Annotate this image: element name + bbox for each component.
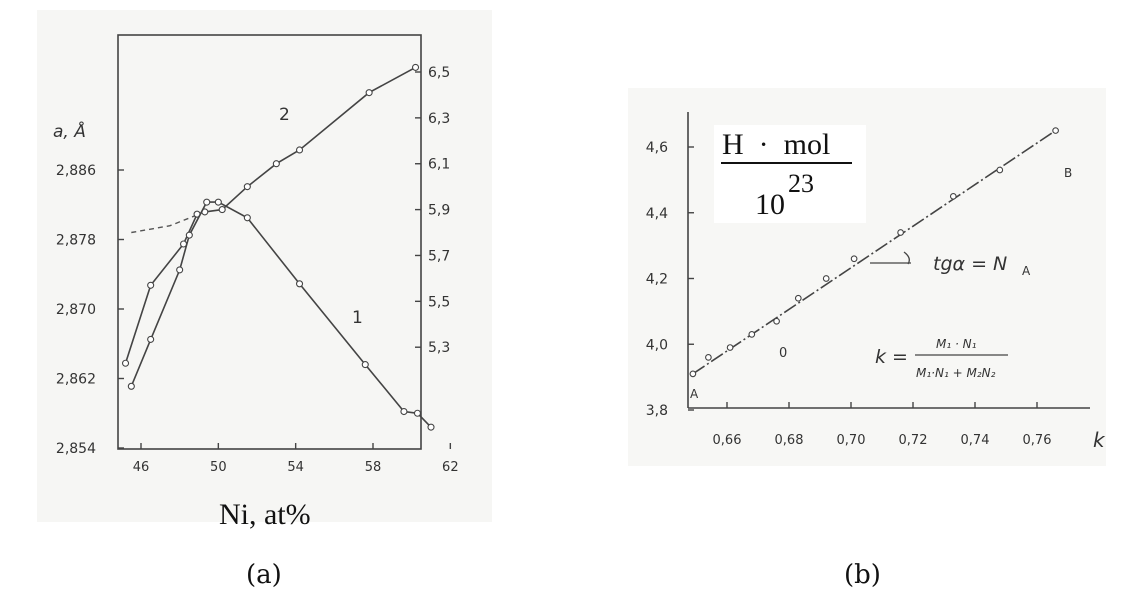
chart-b-kdef-lhs: k = — [875, 346, 908, 368]
chart-a-series-1-point — [127, 382, 135, 390]
chart-b-point-a-label: A — [690, 387, 699, 401]
chart-b-point — [949, 192, 957, 200]
chart-b-xtick-label: 0,76 — [1023, 433, 1052, 448]
chart-a-ytick-right-label: 6,5 — [428, 65, 450, 81]
panel-a-background — [37, 10, 492, 522]
chart-a-xtick-label: 50 — [210, 460, 227, 475]
chart-a-series-1-label: 1 — [352, 308, 363, 328]
chart-a-series-1-point — [203, 198, 211, 206]
chart-a-series-2-point — [121, 359, 130, 367]
chart-b-point — [822, 275, 830, 282]
chart-a-series-1-point — [176, 266, 184, 274]
chart-a-series-2-point — [218, 206, 226, 214]
chart-a-series-1-point — [185, 231, 193, 239]
chart-a-ytick-left-label: 2,886 — [56, 163, 96, 179]
chart-b-xtick-label: 0,72 — [899, 433, 928, 448]
chart-a-series-2-point — [272, 160, 280, 168]
formula-denominator-base: 10 — [755, 188, 785, 221]
caption-b: (b) — [844, 560, 881, 590]
chart-b-xlabel: k — [1093, 428, 1106, 452]
chart-a-series-2-label: 2 — [279, 105, 290, 125]
chart-a-series-2-point — [243, 183, 251, 191]
chart-a-series-1-point — [427, 423, 435, 431]
chart-a-ytick-right-label: 6,3 — [428, 111, 450, 127]
chart-a-series-2-point — [365, 89, 373, 97]
chart-a-series-1-point — [147, 335, 155, 343]
chart-b-point-b-label: B — [1064, 166, 1072, 180]
chart-b-ytick-label: 4,4 — [646, 206, 668, 222]
chart-a-ytick-left-label: 2,878 — [56, 233, 96, 249]
chart-b-kdef-denominator: M₁·N₁ + M₂N₂ — [916, 366, 996, 380]
chart-b-xtick-label: 0,66 — [713, 433, 742, 448]
chart-b-kdef-numerator: M₁ · N₁ — [936, 337, 977, 351]
chart-a-ytick-right-label: 5,7 — [428, 248, 450, 264]
chart-b-point — [689, 370, 697, 378]
chart-b-angle-arc — [903, 251, 910, 265]
chart-a-ytick-right-label: 6,1 — [428, 157, 450, 173]
chart-a-xtick-label: 46 — [133, 460, 150, 475]
chart-a-series-1-point — [214, 198, 222, 206]
formula-box — [714, 125, 866, 223]
chart-b-xtick-label: 0,68 — [775, 433, 804, 448]
chart-a-series-1-point — [361, 361, 369, 369]
chart-b-point — [748, 331, 756, 338]
chart-a-ytick-right-label: 5,5 — [428, 294, 450, 310]
chart-a-ytick-right-label: 5,9 — [428, 203, 450, 219]
chart-b-ytick-label: 4,6 — [646, 140, 668, 156]
chart-a-ytick-left-label: 2,870 — [56, 302, 96, 318]
chart-b-point — [705, 354, 712, 361]
chart-a-series-2-point — [411, 63, 420, 71]
chart-a-xtick-label: 54 — [287, 460, 304, 475]
chart-a-ytick-right-label: 5,3 — [428, 340, 450, 356]
chart-b-ytick-label: 3,8 — [646, 403, 668, 419]
chart-a-series-1-point — [243, 214, 251, 222]
chart-b-slope-annotation-sub: A — [1022, 264, 1031, 278]
chart-a-xlabel: Ni, at% — [219, 498, 311, 531]
chart-a-xtick-label: 62 — [442, 460, 459, 475]
formula-numerator: H · mol — [722, 128, 831, 161]
chart-a-ylabel: a, Å — [53, 120, 86, 142]
chart-a-series-2-dashed-extension — [131, 213, 200, 234]
chart-b-point — [726, 344, 734, 351]
chart-a-xtick-label: 58 — [365, 460, 382, 475]
chart-b-xtick-label: 0,74 — [961, 433, 990, 448]
chart-b-point — [794, 294, 802, 302]
chart-a-series-1-point — [413, 409, 422, 417]
chart-b-point — [897, 229, 904, 236]
chart-a-ytick-left-label: 2,862 — [56, 372, 96, 388]
formula-fraction-bar — [721, 162, 852, 164]
chart-a-series-1-point — [295, 280, 304, 288]
chart-b-point — [1052, 127, 1059, 134]
chart-b-ytick-label: 4,2 — [646, 272, 668, 288]
chart-b-point — [996, 166, 1004, 174]
caption-a: (a) — [246, 560, 282, 590]
chart-b-slope-annotation: tgα = N — [933, 253, 1007, 275]
chart-b-xtick-label: 0,70 — [837, 433, 866, 448]
formula-denominator-exponent: 23 — [788, 169, 814, 198]
chart-a-series-2-point — [147, 281, 155, 289]
chart-a-frame — [117, 34, 422, 450]
chart-a-ytick-left-label: 2,854 — [56, 441, 96, 457]
chart-b-ytick-label: 4,0 — [646, 337, 668, 353]
chart-b-point — [850, 255, 858, 263]
chart-a-series-1-point — [400, 407, 408, 416]
chart-b-origin-label: 0 — [779, 346, 787, 361]
chart-b-point — [773, 317, 780, 325]
chart-a-series-2-point — [295, 146, 304, 154]
